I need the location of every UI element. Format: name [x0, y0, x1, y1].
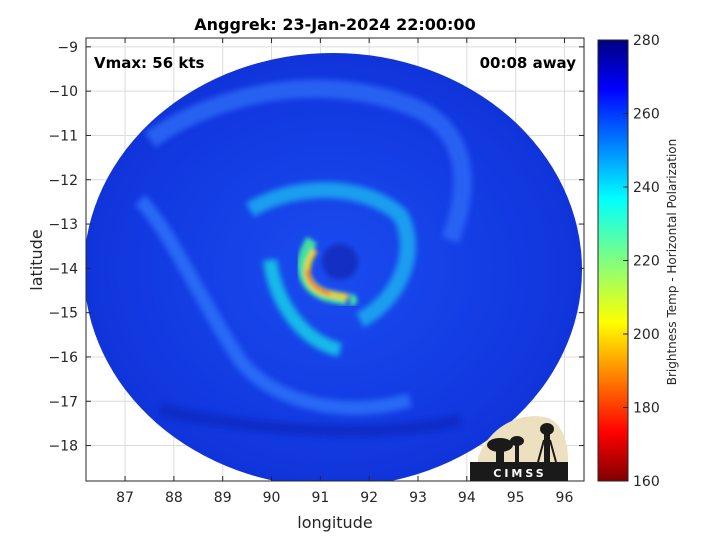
y-tick-label-1: −10	[48, 84, 78, 100]
colorbar-tick-label-1: 180	[633, 401, 660, 417]
colorbar-tick-label-4: 240	[633, 180, 660, 196]
eyewall-hot	[305, 269, 331, 296]
colorbar-tick-label-3: 220	[633, 254, 660, 270]
logo-silhouette	[487, 423, 557, 463]
colorbar-tick-label-5: 260	[633, 107, 660, 123]
x-tick-label-4: 91	[311, 490, 329, 506]
colorbar-tick-label-0: 160	[633, 474, 660, 490]
y-tick-label-2: −11	[48, 128, 78, 144]
y-tick-label-3: −12	[48, 173, 78, 189]
logo-ground	[470, 462, 568, 481]
x-tick-label-2: 89	[214, 490, 232, 506]
y-tick-label-9: −18	[48, 439, 78, 455]
outer-band-west	[134, 195, 412, 415]
colorbar-tick-label-6: 280	[633, 33, 660, 49]
south-band	[158, 404, 462, 437]
outer-band-north	[144, 79, 472, 244]
x-axis-label: longitude	[297, 513, 372, 532]
logo-text: CIMSS	[493, 467, 546, 480]
y-tick-label-8: −17	[48, 394, 78, 410]
x-tick-label-1: 88	[165, 490, 183, 506]
x-tick-label-7: 94	[458, 490, 476, 506]
y-tick-label-4: −13	[48, 217, 78, 233]
cimss-logo: CIMSS	[470, 416, 568, 481]
x-tick-label-6: 93	[409, 490, 427, 506]
y-axis-label: latitude	[27, 229, 46, 290]
colorbar-label: Brightness Temp - Horizontal Polarizatio…	[665, 139, 679, 386]
x-tick-label-8: 95	[507, 490, 525, 506]
y-tick-label-7: −16	[48, 350, 78, 366]
y-tick-label-6: −15	[48, 306, 78, 322]
chart-title: Anggrek: 23-Jan-2024 22:00:00	[194, 15, 475, 34]
x-tick-label-0: 87	[116, 490, 134, 506]
eye	[322, 244, 358, 280]
colorbar-ticks: 160 180 200 220 240 260 280	[623, 33, 660, 490]
y-tick-label-5: −14	[48, 261, 78, 277]
y-axis: −9 −10 −11 −12 −13 −14 −15 −16 −17 −18	[48, 40, 584, 455]
timing-annotation: 00:08 away	[480, 54, 577, 72]
spiral-band-inner	[263, 258, 343, 357]
x-axis: 87 88 89 90 91 92 93 94 95 96	[116, 38, 573, 506]
x-tick-label-3: 90	[263, 490, 281, 506]
vmax-annotation: Vmax: 56 kts	[94, 54, 204, 72]
spiral-band-outer	[245, 182, 416, 328]
satellite-swath	[86, 53, 582, 481]
y-tick-label-0: −9	[57, 40, 78, 56]
axes-border	[85, 37, 585, 482]
colorbar-tick-label-2: 200	[633, 327, 660, 343]
x-tick-label-5: 92	[360, 490, 378, 506]
x-tick-label-9: 96	[556, 490, 574, 506]
